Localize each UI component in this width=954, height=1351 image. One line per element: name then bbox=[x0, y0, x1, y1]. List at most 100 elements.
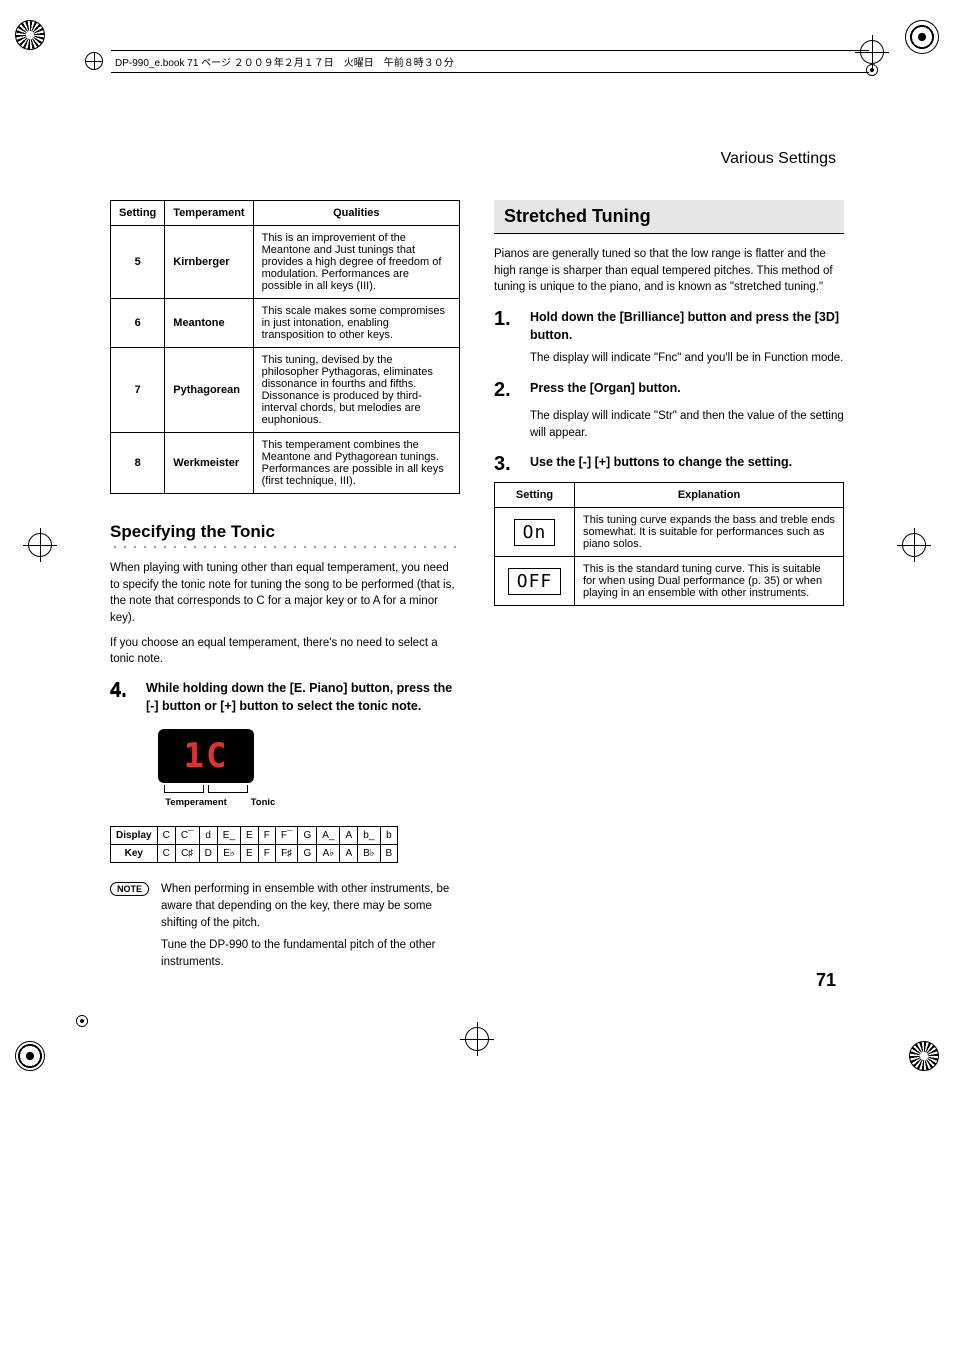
step-4-number: 4. bbox=[110, 679, 136, 715]
cell: b bbox=[380, 827, 398, 845]
cell-name: Pythagorean bbox=[165, 348, 253, 433]
cell: C bbox=[157, 845, 175, 863]
crop-mark-left bbox=[28, 533, 52, 557]
note-text-1: When performing in ensemble with other i… bbox=[161, 881, 460, 931]
step-2-sub: The display will indicate "Str" and then… bbox=[530, 408, 844, 441]
cell-desc: This tuning, devised by the philosopher … bbox=[253, 348, 459, 433]
step-2: 2. Press the [Organ] button. bbox=[494, 379, 844, 402]
note-box: NOTE When performing in ensemble with ot… bbox=[110, 881, 460, 970]
tonic-para-1: When playing with tuning other than equa… bbox=[110, 560, 460, 627]
cell: b_ bbox=[358, 827, 380, 845]
registration-mark-top-left bbox=[15, 20, 45, 50]
temperament-table: Setting Temperament Qualities 5 Kirnberg… bbox=[110, 200, 460, 494]
cell: G bbox=[298, 845, 317, 863]
key-table-key-row: Key C C♯ D E♭ E F F♯ G A♭ A B♭ B bbox=[111, 845, 398, 863]
row-label-display: Display bbox=[111, 827, 158, 845]
cell: F¯ bbox=[275, 827, 298, 845]
step-3: 3. Use the [-] [+] buttons to change the… bbox=[494, 453, 844, 476]
print-header-text: DP-990_e.book 71 ページ ２００９年２月１７日 火曜日 午前８時… bbox=[111, 50, 869, 73]
cell: B bbox=[380, 845, 398, 863]
tonic-para-2: If you choose an equal temperament, ther… bbox=[110, 635, 460, 668]
cell: C♯ bbox=[175, 845, 199, 863]
seg-display: On bbox=[514, 519, 556, 546]
cell: A♭ bbox=[317, 845, 340, 863]
cell: F bbox=[258, 845, 275, 863]
bracket-left bbox=[164, 785, 204, 793]
cell: C¯ bbox=[175, 827, 199, 845]
registration-mark-bottom-left bbox=[15, 1041, 45, 1071]
right-column: Stretched Tuning Pianos are generally tu… bbox=[494, 200, 844, 971]
step-1-text: Hold down the [Brilliance] button and pr… bbox=[530, 308, 844, 344]
step-4-text: While holding down the [E. Piano] button… bbox=[146, 679, 460, 715]
table-row: 5 Kirnberger This is an improvement of t… bbox=[111, 226, 460, 299]
cell-name: Meantone bbox=[165, 299, 253, 348]
table-row: 8 Werkmeister This temperament combines … bbox=[111, 433, 460, 494]
cell: F♯ bbox=[275, 845, 298, 863]
dotted-rule bbox=[110, 544, 460, 550]
table-row: 6 Meantone This scale makes some comprom… bbox=[111, 299, 460, 348]
registration-mark-bottom-right bbox=[909, 1041, 939, 1071]
cell-name: Werkmeister bbox=[165, 433, 253, 494]
key-table-display-row: Display C C¯ d E_ E F F¯ G A_ A b_ b bbox=[111, 827, 398, 845]
step-3-text: Use the [-] [+] buttons to change the se… bbox=[530, 453, 792, 476]
tonic-heading: Specifying the Tonic bbox=[110, 522, 460, 542]
registration-mark-top-right bbox=[905, 20, 939, 54]
cell-setting: 8 bbox=[111, 433, 165, 494]
cell-setting: 7 bbox=[111, 348, 165, 433]
cell-setting: On bbox=[495, 508, 575, 557]
th-setting: Setting bbox=[111, 201, 165, 226]
lcd-labels: Temperament Tonic bbox=[158, 797, 358, 808]
th-qualities: Qualities bbox=[253, 201, 459, 226]
cell-desc: This is the standard tuning curve. This … bbox=[575, 557, 844, 606]
lcd-label-temperament: Temperament bbox=[158, 797, 234, 808]
page-number: 71 bbox=[816, 970, 836, 991]
cell-desc: This temperament combines the Meantone a… bbox=[253, 433, 459, 494]
th-temperament: Temperament bbox=[165, 201, 253, 226]
row-label-key: Key bbox=[111, 845, 158, 863]
crop-mark-bottom bbox=[465, 1027, 489, 1051]
step-4: 4. While holding down the [E. Piano] but… bbox=[110, 679, 460, 715]
cell: E bbox=[241, 827, 259, 845]
crop-mark-right bbox=[902, 533, 926, 557]
cell: A_ bbox=[317, 827, 340, 845]
cell: A bbox=[340, 845, 358, 863]
cell-desc: This is an improvement of the Meantone a… bbox=[253, 226, 459, 299]
table-row: On This tuning curve expands the bass an… bbox=[495, 508, 844, 557]
note-text-2: Tune the DP-990 to the fundamental pitch… bbox=[161, 937, 460, 970]
small-reg-bottom-left bbox=[75, 1014, 89, 1028]
cell-name: Kirnberger bbox=[165, 226, 253, 299]
cell-setting: OFF bbox=[495, 557, 575, 606]
running-head: Various Settings bbox=[721, 150, 836, 168]
cell: E bbox=[241, 845, 259, 863]
cell: E♭ bbox=[217, 845, 240, 863]
cell: D bbox=[199, 845, 217, 863]
cell: F bbox=[258, 827, 275, 845]
stretched-settings-table: Setting Explanation On This tuning curve… bbox=[494, 482, 844, 606]
left-column: Setting Temperament Qualities 5 Kirnberg… bbox=[110, 200, 460, 971]
cell: C bbox=[157, 827, 175, 845]
cell-desc: This scale makes some compromises in jus… bbox=[253, 299, 459, 348]
cell: B♭ bbox=[358, 845, 380, 863]
seg-display: OFF bbox=[508, 568, 562, 595]
cell: E_ bbox=[217, 827, 240, 845]
stretched-intro: Pianos are generally tuned so that the l… bbox=[494, 246, 844, 296]
print-header: DP-990_e.book 71 ページ ２００９年２月１７日 火曜日 午前８時… bbox=[85, 50, 869, 72]
cell-setting: 5 bbox=[111, 226, 165, 299]
step-1-number: 1. bbox=[494, 308, 520, 344]
cell: G bbox=[298, 827, 317, 845]
cell: A bbox=[340, 827, 358, 845]
key-table: Display C C¯ d E_ E F F¯ G A_ A b_ b Key… bbox=[110, 826, 398, 863]
lcd-label-tonic: Tonic bbox=[238, 797, 288, 808]
step-2-text: Press the [Organ] button. bbox=[530, 379, 681, 402]
table-row: 7 Pythagorean This tuning, devised by th… bbox=[111, 348, 460, 433]
th-explanation: Explanation bbox=[575, 483, 844, 508]
table-row: OFF This is the standard tuning curve. T… bbox=[495, 557, 844, 606]
cell-desc: This tuning curve expands the bass and t… bbox=[575, 508, 844, 557]
cell-setting: 6 bbox=[111, 299, 165, 348]
stretched-tuning-heading: Stretched Tuning bbox=[494, 200, 844, 234]
note-label: NOTE bbox=[110, 882, 149, 896]
lcd-figure: 1C Temperament Tonic bbox=[158, 729, 460, 808]
step-1-sub: The display will indicate "Fnc" and you'… bbox=[530, 350, 844, 367]
step-1: 1. Hold down the [Brilliance] button and… bbox=[494, 308, 844, 344]
step-2-number: 2. bbox=[494, 379, 520, 402]
